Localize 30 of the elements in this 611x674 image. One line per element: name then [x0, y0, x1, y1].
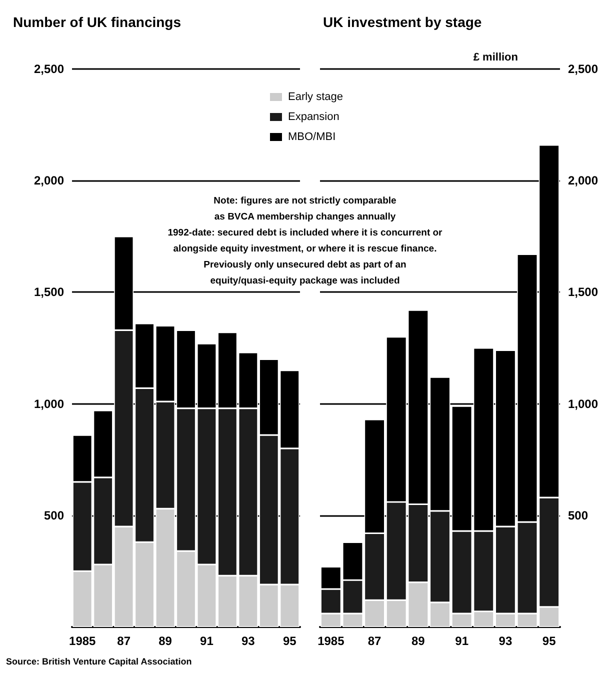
- y2-tick-label: 1,500: [568, 285, 598, 300]
- y2-tick-label: 2,000: [568, 174, 598, 188]
- y-tick-label: 500: [44, 508, 64, 522]
- legend-label: Early stage: [288, 91, 344, 103]
- x-tick-label: 95: [542, 634, 556, 648]
- chart-title: UK investment by stage: [323, 14, 482, 30]
- x-tick-label: 93: [498, 634, 512, 648]
- chart-title: Number of UK financings: [13, 14, 182, 30]
- y2-axis-title: £ million: [473, 52, 518, 64]
- x-tick-label: 89: [158, 634, 172, 648]
- x-tick-label: 1985: [318, 634, 345, 648]
- x-tick-label: 93: [242, 634, 256, 648]
- annotation: Note: figures are not strictly comparable as BVCA membership changes annually 1992-date: secured debt is included where it is concurrent or alongside equity investment, or where it is rescue finance. Previously only unsecured debt as part of an equity/quasi-equity package was included: [168, 196, 443, 286]
- y2-tick-label: 1,000: [568, 396, 598, 411]
- x-tick-label: 1985: [69, 634, 96, 648]
- source-note: Source: British Venture Capital Association: [6, 656, 192, 666]
- x-tick-label: 91: [200, 634, 214, 648]
- x-tick-label: 87: [117, 634, 131, 648]
- y2-tick-label: 2,500: [568, 62, 598, 76]
- x-tick-label: 95: [282, 634, 297, 648]
- y-tick-label: 2,000: [34, 174, 64, 188]
- legend-label: MBO/MBI: [288, 131, 336, 143]
- y-tick-label: 2,500: [34, 62, 64, 76]
- x-tick-label: 87: [368, 634, 382, 648]
- x-tick-label: 89: [412, 634, 426, 648]
- legend-label: Expansion: [288, 111, 340, 123]
- y2-tick-label: 500: [568, 508, 588, 522]
- x-tick-label: 91: [455, 634, 469, 648]
- y-tick-label: 1,500: [34, 285, 64, 300]
- y-tick-label: 1,000: [34, 396, 64, 411]
